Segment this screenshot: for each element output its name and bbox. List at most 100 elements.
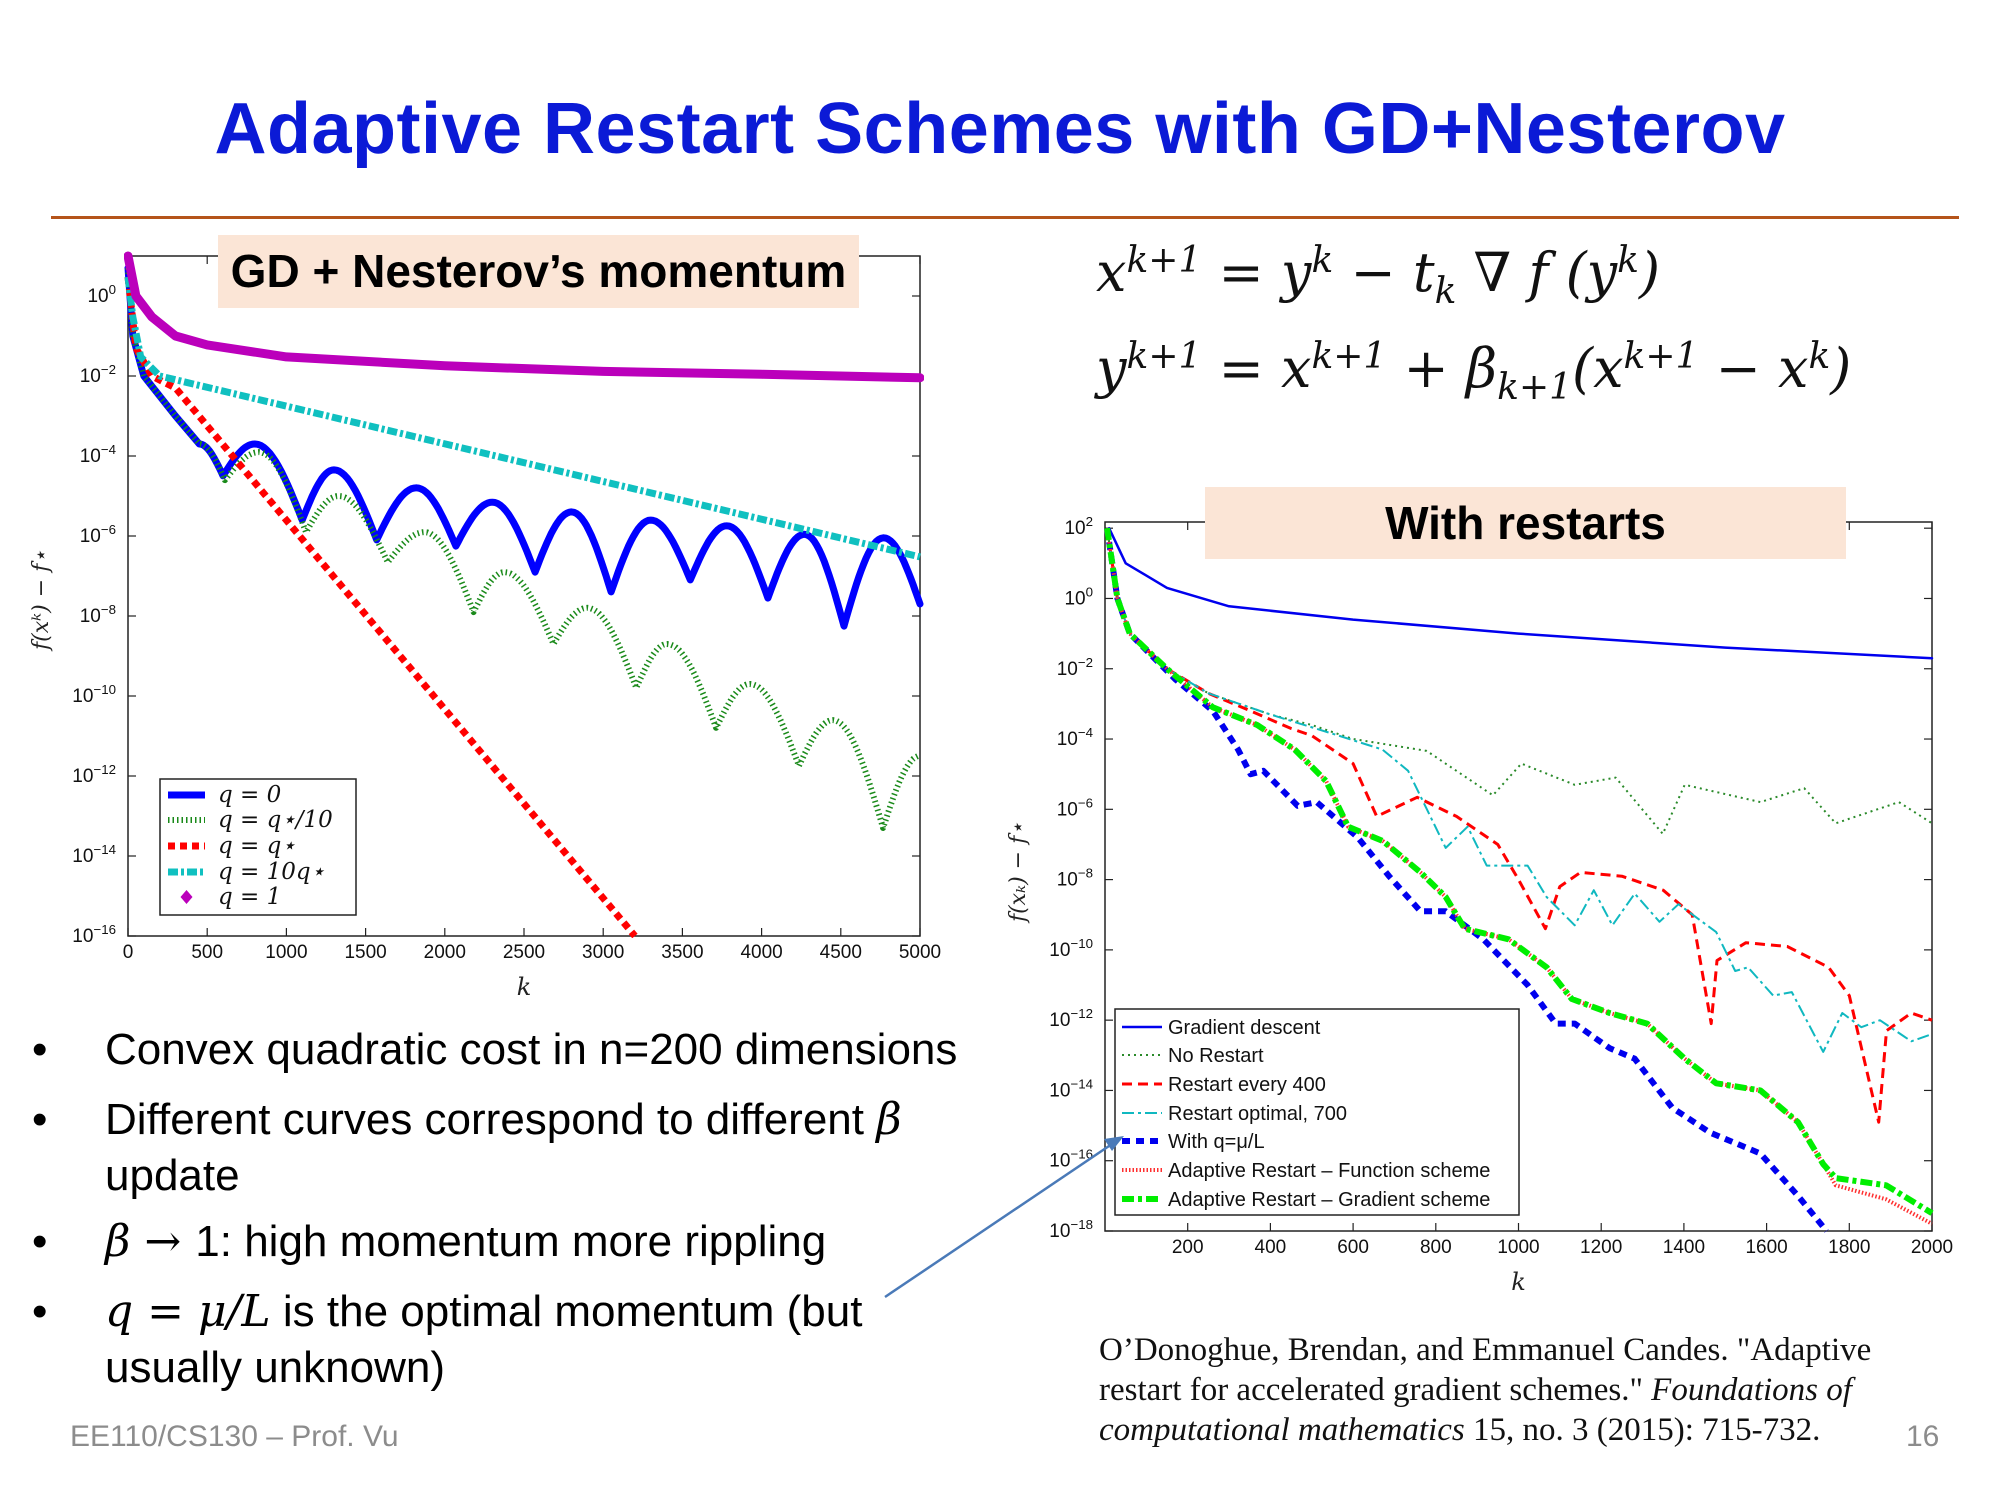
bullet-icon: •: [32, 1095, 48, 1144]
legend-label: Adaptive Restart – Function scheme: [1168, 1160, 1490, 1182]
y-tick-label: 10−8: [1057, 866, 1093, 891]
equation-part: ): [1830, 337, 1852, 400]
equation-part: = x: [1201, 337, 1312, 400]
equation-part: k+1: [1623, 336, 1699, 377]
legend-label: Gradient descent: [1168, 1017, 1321, 1039]
right-chart-label: With restarts: [1205, 487, 1846, 559]
bullet-icon: •: [32, 1217, 48, 1266]
x-tick-label: 0: [123, 942, 134, 963]
equation-part: k: [1311, 240, 1334, 281]
x-tick-label: 1800: [1828, 1237, 1870, 1258]
y-axis-label: f(xₖ) − f⋆: [1006, 822, 1031, 924]
x-tick-label: 3000: [582, 942, 624, 963]
bullet-line: Convex quadratic cost in n=200 dimension…: [105, 1022, 957, 1078]
citation: O’Donoghue, Brendan, and Emmanuel Candes…: [1099, 1330, 1871, 1450]
y-axis-label: f(xᵏ) − f⋆: [29, 550, 54, 652]
bullet-list: • Convex quadratic cost in n=200 dimensio…: [0, 1022, 957, 1410]
equation-part: (x: [1572, 337, 1624, 400]
citation-text: Foundations of: [1651, 1372, 1852, 1408]
legend: q = 0q = q⋆/10q = q⋆q = 10q⋆q = 1: [159, 778, 357, 916]
y-tick-label: 10−10: [72, 682, 116, 707]
citation-text: 15, no. 3 (2015): 715-732.: [1464, 1412, 1821, 1448]
equation-part: − t: [1333, 241, 1435, 304]
x-tick-label: 1200: [1580, 1237, 1622, 1258]
x-tick-label: 4500: [820, 942, 862, 963]
x-axis-label: k: [517, 973, 532, 1001]
legend-label: No Restart: [1168, 1045, 1264, 1067]
y-tick-label: 100: [87, 282, 116, 307]
equation-part: k: [1808, 336, 1831, 377]
y-tick-label: 10−6: [1057, 795, 1093, 820]
bullet-line: β → 1: high momentum more rippling: [105, 1214, 957, 1270]
math-text: β: [876, 1094, 902, 1145]
bullet-line: q = μ/L is the optimal momentum (but: [105, 1284, 957, 1340]
x-tick-label: 2500: [503, 942, 545, 963]
x-tick-label: 1000: [265, 942, 307, 963]
bullet-line: Different curves correspond to different…: [105, 1092, 957, 1148]
x-tick-label: 1600: [1745, 1237, 1787, 1258]
math-text: β →: [105, 1216, 196, 1267]
bullet-text: update: [105, 1151, 240, 1200]
y-tick-label: 10−12: [1049, 1006, 1093, 1031]
citation-line: O’Donoghue, Brendan, and Emmanuel Candes…: [1099, 1330, 1871, 1370]
y-tick-label: 10−10: [1049, 936, 1093, 961]
y-tick-label: 10−18: [1049, 1217, 1093, 1242]
y-tick-label: 100: [1064, 584, 1093, 609]
bullet-item: • Convex quadratic cost in n=200 dimensio…: [0, 1022, 957, 1078]
legend-label: q = 0: [218, 782, 281, 808]
series-line: [1106, 528, 1933, 1053]
y-tick-label: 102: [1064, 514, 1093, 539]
equation-part: y: [1096, 337, 1127, 400]
y-tick-label: 10−4: [1057, 725, 1093, 750]
x-tick-label: 4000: [740, 942, 782, 963]
x-tick-label: 1400: [1663, 1237, 1705, 1258]
arrowhead-icon: [1104, 1136, 1124, 1151]
left-chart-label: GD + Nesterov’s momentum: [218, 235, 859, 308]
equation-part: k+1: [1497, 366, 1573, 408]
bullet-line: update: [105, 1148, 957, 1204]
bullet-item: • β → 1: high momentum more rippling: [0, 1214, 957, 1270]
y-tick-label: 10−6: [80, 522, 116, 547]
legend-label: Restart optimal, 700: [1168, 1103, 1347, 1125]
x-tick-label: 5000: [899, 942, 941, 963]
legend: Gradient descent No Restart Restart every …: [1114, 1008, 1520, 1216]
series-line: [1107, 526, 1934, 660]
equation-part: x: [1096, 241, 1127, 304]
legend-label: q = 1: [218, 884, 281, 910]
legend-marker-diamond-icon: [180, 890, 193, 904]
series-line: [1106, 528, 1933, 835]
x-tick-label: 500: [191, 942, 223, 963]
legend-label: q = q⋆: [218, 833, 296, 859]
bullet-item: • Different curves correspond to differen…: [0, 1092, 957, 1204]
equation-part: k+1: [1311, 336, 1387, 377]
equation-part: = y: [1201, 241, 1312, 304]
x-tick-label: 3500: [661, 942, 703, 963]
y-tick-label: 10−12: [72, 762, 116, 787]
citation-text: restart for accelerated gradient schemes…: [1099, 1372, 1652, 1408]
y-tick-label: 10−4: [80, 442, 116, 467]
y-tick-label: 10−16: [72, 922, 116, 947]
citation-line: computational mathematics 15, no. 3 (201…: [1099, 1410, 1871, 1450]
update-equation-x: xk+1 = yk − tk ∇ f (yk): [1096, 240, 1660, 312]
series-line: [1104, 527, 1934, 1216]
bullet-text: 1: high momentum more rippling: [195, 1217, 827, 1266]
y-tick-label: 10−8: [80, 602, 116, 627]
x-tick-label: 2000: [1911, 1237, 1953, 1258]
legend-label: q = 10q⋆: [218, 859, 325, 885]
equation-part: ): [1638, 241, 1661, 304]
legend-label: Adaptive Restart – Gradient scheme: [1168, 1189, 1490, 1211]
equation-part: k+1: [1126, 336, 1202, 377]
y-tick-label: 10−14: [72, 842, 116, 867]
equation-part: k: [1434, 270, 1457, 312]
y-tick-label: 10−2: [1057, 655, 1093, 680]
equation-part: k: [1617, 240, 1639, 281]
citation-text: computational mathematics: [1099, 1412, 1465, 1448]
equation-part: ∇ f (y: [1456, 241, 1618, 304]
bullet-text: Different curves correspond to different: [105, 1095, 877, 1144]
update-equation-y: yk+1 = xk+1 + βk+1(xk+1 − xk): [1096, 336, 1851, 408]
series-line: [1105, 527, 1933, 1124]
pointer-arrow: [884, 1136, 1124, 1299]
y-tick-label: 10−2: [80, 362, 116, 387]
